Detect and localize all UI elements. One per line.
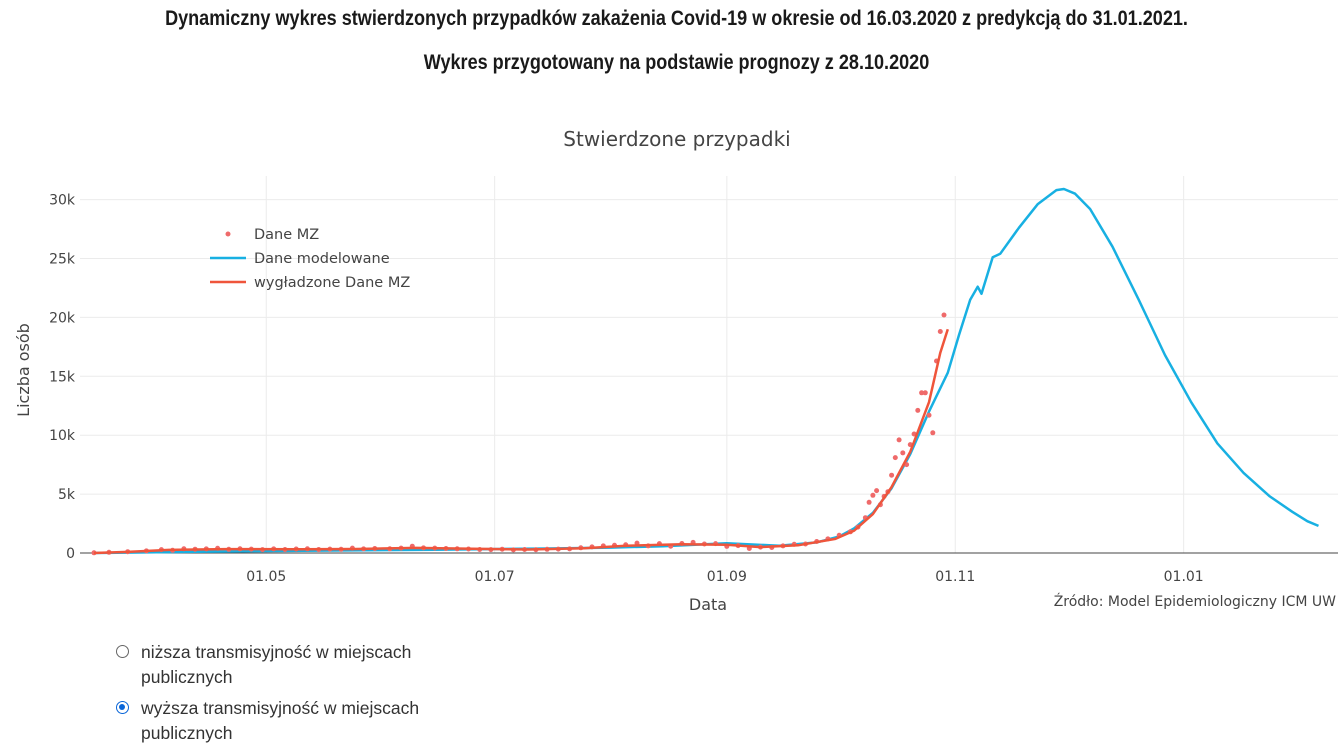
scenario-selector: niższa transmisyjność w miejscach public… <box>116 640 456 752</box>
y-tick-label: 20k <box>49 310 76 326</box>
data-point <box>874 488 880 494</box>
y-tick-label: 30k <box>49 193 76 209</box>
y-tick-label: 15k <box>49 369 76 385</box>
legend-label: Dane modelowane <box>254 251 390 267</box>
y-tick-label: 10k <box>49 428 76 444</box>
data-point <box>866 499 872 505</box>
data-point <box>892 455 898 461</box>
radio-lower-transmission[interactable] <box>116 645 129 658</box>
option-label-lower: niższa transmisyjność w miejscach public… <box>141 642 412 687</box>
data-point <box>889 472 895 478</box>
legend-label: wygładzone Dane MZ <box>254 275 410 291</box>
x-tick-label: 01.11 <box>935 569 975 585</box>
chart-title: Stwierdzone przypadki <box>563 127 790 151</box>
data-point <box>930 430 936 436</box>
x-tick-label: 01.07 <box>475 569 515 585</box>
data-point <box>919 390 925 396</box>
option-label-higher: wyższa transmisyjność w miejscach public… <box>141 698 420 743</box>
radio-higher-transmission[interactable] <box>116 701 129 714</box>
x-axis-title: Data <box>689 595 727 614</box>
series-line <box>93 328 949 555</box>
y-axis-title: Liczba osób <box>14 323 33 417</box>
data-point <box>926 412 932 418</box>
legend-label: Dane MZ <box>254 227 319 243</box>
y-tick-label: 25k <box>49 251 76 267</box>
y-tick-label: 5k <box>58 487 76 503</box>
data-point <box>915 407 921 413</box>
option-lower-transmission[interactable]: niższa transmisyjność w miejscach public… <box>116 640 456 690</box>
data-point <box>941 312 947 318</box>
data-point <box>896 437 902 443</box>
header-line-1: Dynamiczny wykres stwierdzonych przypadk… <box>165 7 1188 30</box>
header-line-2: Wykres przygotowany na podstawie prognoz… <box>423 51 930 74</box>
x-tick-label: 01.01 <box>1164 569 1204 585</box>
cases-chart: 0 5k 10k 15k 20k 25k 30k 01.05 01.07 01.09 01.11 01… <box>14 127 1338 614</box>
data-point <box>922 390 928 396</box>
y-tick-label: 0 <box>66 546 75 562</box>
data-point <box>937 329 943 334</box>
option-higher-transmission[interactable]: wyższa transmisyjność w miejscach public… <box>116 696 456 746</box>
legend-marker <box>225 231 231 237</box>
x-tick-label: 01.05 <box>246 569 286 585</box>
x-tick-label: 01.09 <box>707 569 747 585</box>
series-line <box>93 187 1319 555</box>
data-point <box>870 492 876 498</box>
source-annotation: Źródło: Model Epidemiologiczny ICM UW <box>1054 592 1336 610</box>
data-point <box>900 450 906 456</box>
